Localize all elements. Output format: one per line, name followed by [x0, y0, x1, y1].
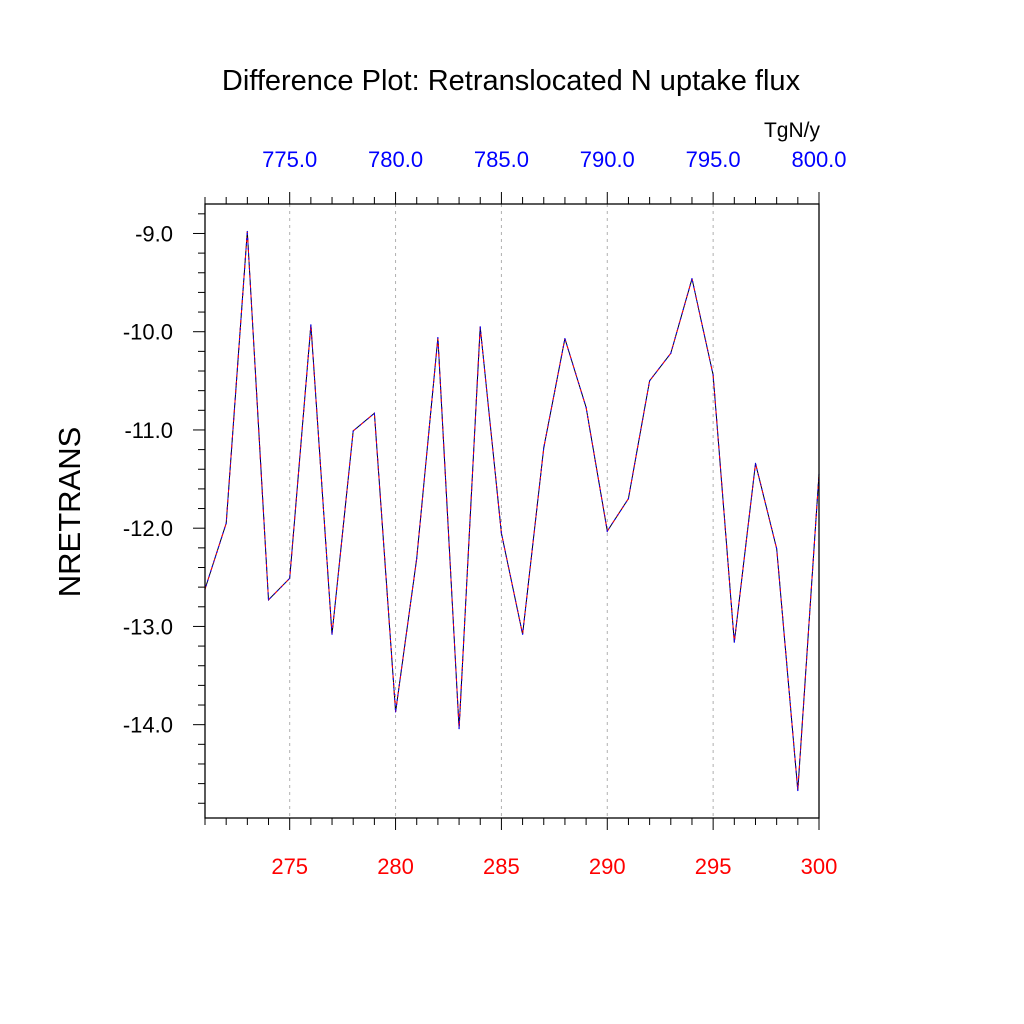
data-point — [225, 522, 227, 524]
units-label: TgN/y — [764, 119, 821, 142]
plot-frame — [204, 203, 820, 819]
series-line-dotted — [204, 231, 820, 791]
x-tick-label: 280 — [377, 854, 414, 879]
top-tick-label: 785.0 — [474, 147, 529, 172]
data-point — [267, 599, 270, 601]
axis-ticks — [193, 192, 820, 830]
data-point — [649, 380, 651, 382]
data-point — [585, 406, 587, 408]
data-point — [331, 633, 333, 635]
top-tick-label: 800.0 — [791, 147, 846, 172]
x-tick-label: 285 — [483, 854, 520, 879]
data-point — [712, 374, 714, 376]
data-point — [606, 530, 608, 532]
x-tick-label: 290 — [589, 854, 626, 879]
series-lines — [204, 230, 820, 792]
data-point — [776, 548, 778, 550]
tick-labels: 275 280 285 290 295 300 775.0 780.0 785.0 790.0 79… — [123, 147, 847, 879]
data-point — [458, 728, 460, 730]
data-point — [521, 633, 524, 635]
y-axis-label: NRETRANS — [52, 427, 87, 598]
x-tick-label: 300 — [801, 854, 838, 879]
data-point — [733, 641, 735, 643]
top-tick-label: 795.0 — [686, 147, 741, 172]
data-point — [394, 711, 397, 713]
x-tick-label: 295 — [695, 854, 732, 879]
y-tick-label: -12.0 — [123, 516, 173, 541]
data-point — [797, 789, 799, 792]
data-point — [246, 230, 248, 233]
data-point — [543, 447, 545, 449]
data-point — [627, 498, 630, 500]
x-tick-label: 275 — [271, 854, 308, 879]
data-point — [500, 532, 503, 534]
data-point — [352, 430, 354, 432]
data-point — [310, 324, 312, 326]
top-tick-label: 790.0 — [580, 147, 635, 172]
top-tick-label: 780.0 — [368, 147, 423, 172]
y-tick-label: -11.0 — [124, 418, 173, 443]
series-line-solid — [204, 231, 820, 791]
data-point — [564, 337, 566, 340]
data-point — [754, 462, 757, 464]
grid-lines — [289, 204, 714, 818]
data-point — [416, 558, 418, 560]
series-line-dashed — [204, 231, 820, 791]
data-point — [373, 412, 375, 414]
y-tick-label: -9.0 — [135, 221, 173, 246]
chart-title: Difference Plot: Retranslocated N uptake… — [222, 65, 801, 97]
data-point — [479, 326, 481, 328]
data-point — [691, 278, 693, 280]
y-tick-label: -13.0 — [123, 614, 173, 639]
data-point — [289, 577, 291, 579]
y-tick-label: -10.0 — [123, 320, 173, 345]
y-tick-label: -14.0 — [123, 713, 173, 738]
data-point — [437, 337, 439, 339]
top-tick-label: 775.0 — [262, 147, 317, 172]
data-point — [670, 352, 672, 354]
